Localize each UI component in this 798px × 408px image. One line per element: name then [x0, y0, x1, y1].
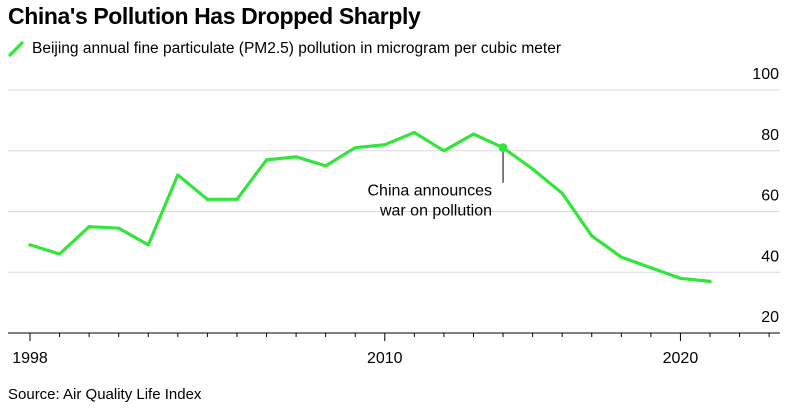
data-point	[560, 191, 564, 195]
data-point	[87, 225, 91, 229]
source-note: Source: Air Quality Life Index	[8, 386, 202, 403]
data-point	[176, 173, 180, 177]
data-point	[294, 155, 298, 159]
x-tick-label: 1998	[12, 350, 48, 367]
data-point	[649, 266, 653, 270]
y-tick-label: 20	[761, 309, 779, 326]
chart-title: China's Pollution Has Dropped Sharply	[8, 3, 421, 29]
legend-label: Beijing annual fine particulate (PM2.5) …	[32, 40, 561, 57]
data-point	[383, 143, 387, 147]
x-tick-label: 2010	[367, 350, 403, 367]
legend: Beijing annual fine particulate (PM2.5) …	[8, 40, 561, 58]
y-tick-label: 80	[761, 127, 779, 144]
x-tick-label: 2020	[663, 350, 699, 367]
data-point	[619, 255, 623, 259]
y-tick-label: 40	[761, 248, 779, 265]
data-point	[353, 146, 357, 150]
legend-swatch-icon	[8, 41, 24, 57]
data-point	[412, 130, 416, 135]
series-line	[28, 130, 712, 283]
data-point	[205, 197, 209, 201]
annotation-text: war on pollution	[379, 203, 492, 220]
annotation-marker	[498, 143, 508, 153]
y-tick-label: 100	[752, 66, 779, 83]
data-point	[531, 167, 535, 171]
data-point	[117, 226, 121, 230]
data-point	[678, 276, 683, 280]
data-point	[146, 243, 150, 247]
data-point	[442, 149, 446, 153]
data-point	[708, 279, 712, 283]
data-point	[471, 132, 476, 136]
data-point	[264, 158, 269, 162]
data-point	[590, 234, 594, 238]
data-point	[28, 243, 32, 247]
y-tick-label: 60	[761, 188, 779, 205]
annotation-text: China announces	[367, 183, 492, 200]
data-point	[57, 252, 62, 256]
data-point	[324, 164, 328, 168]
data-point	[235, 197, 239, 201]
